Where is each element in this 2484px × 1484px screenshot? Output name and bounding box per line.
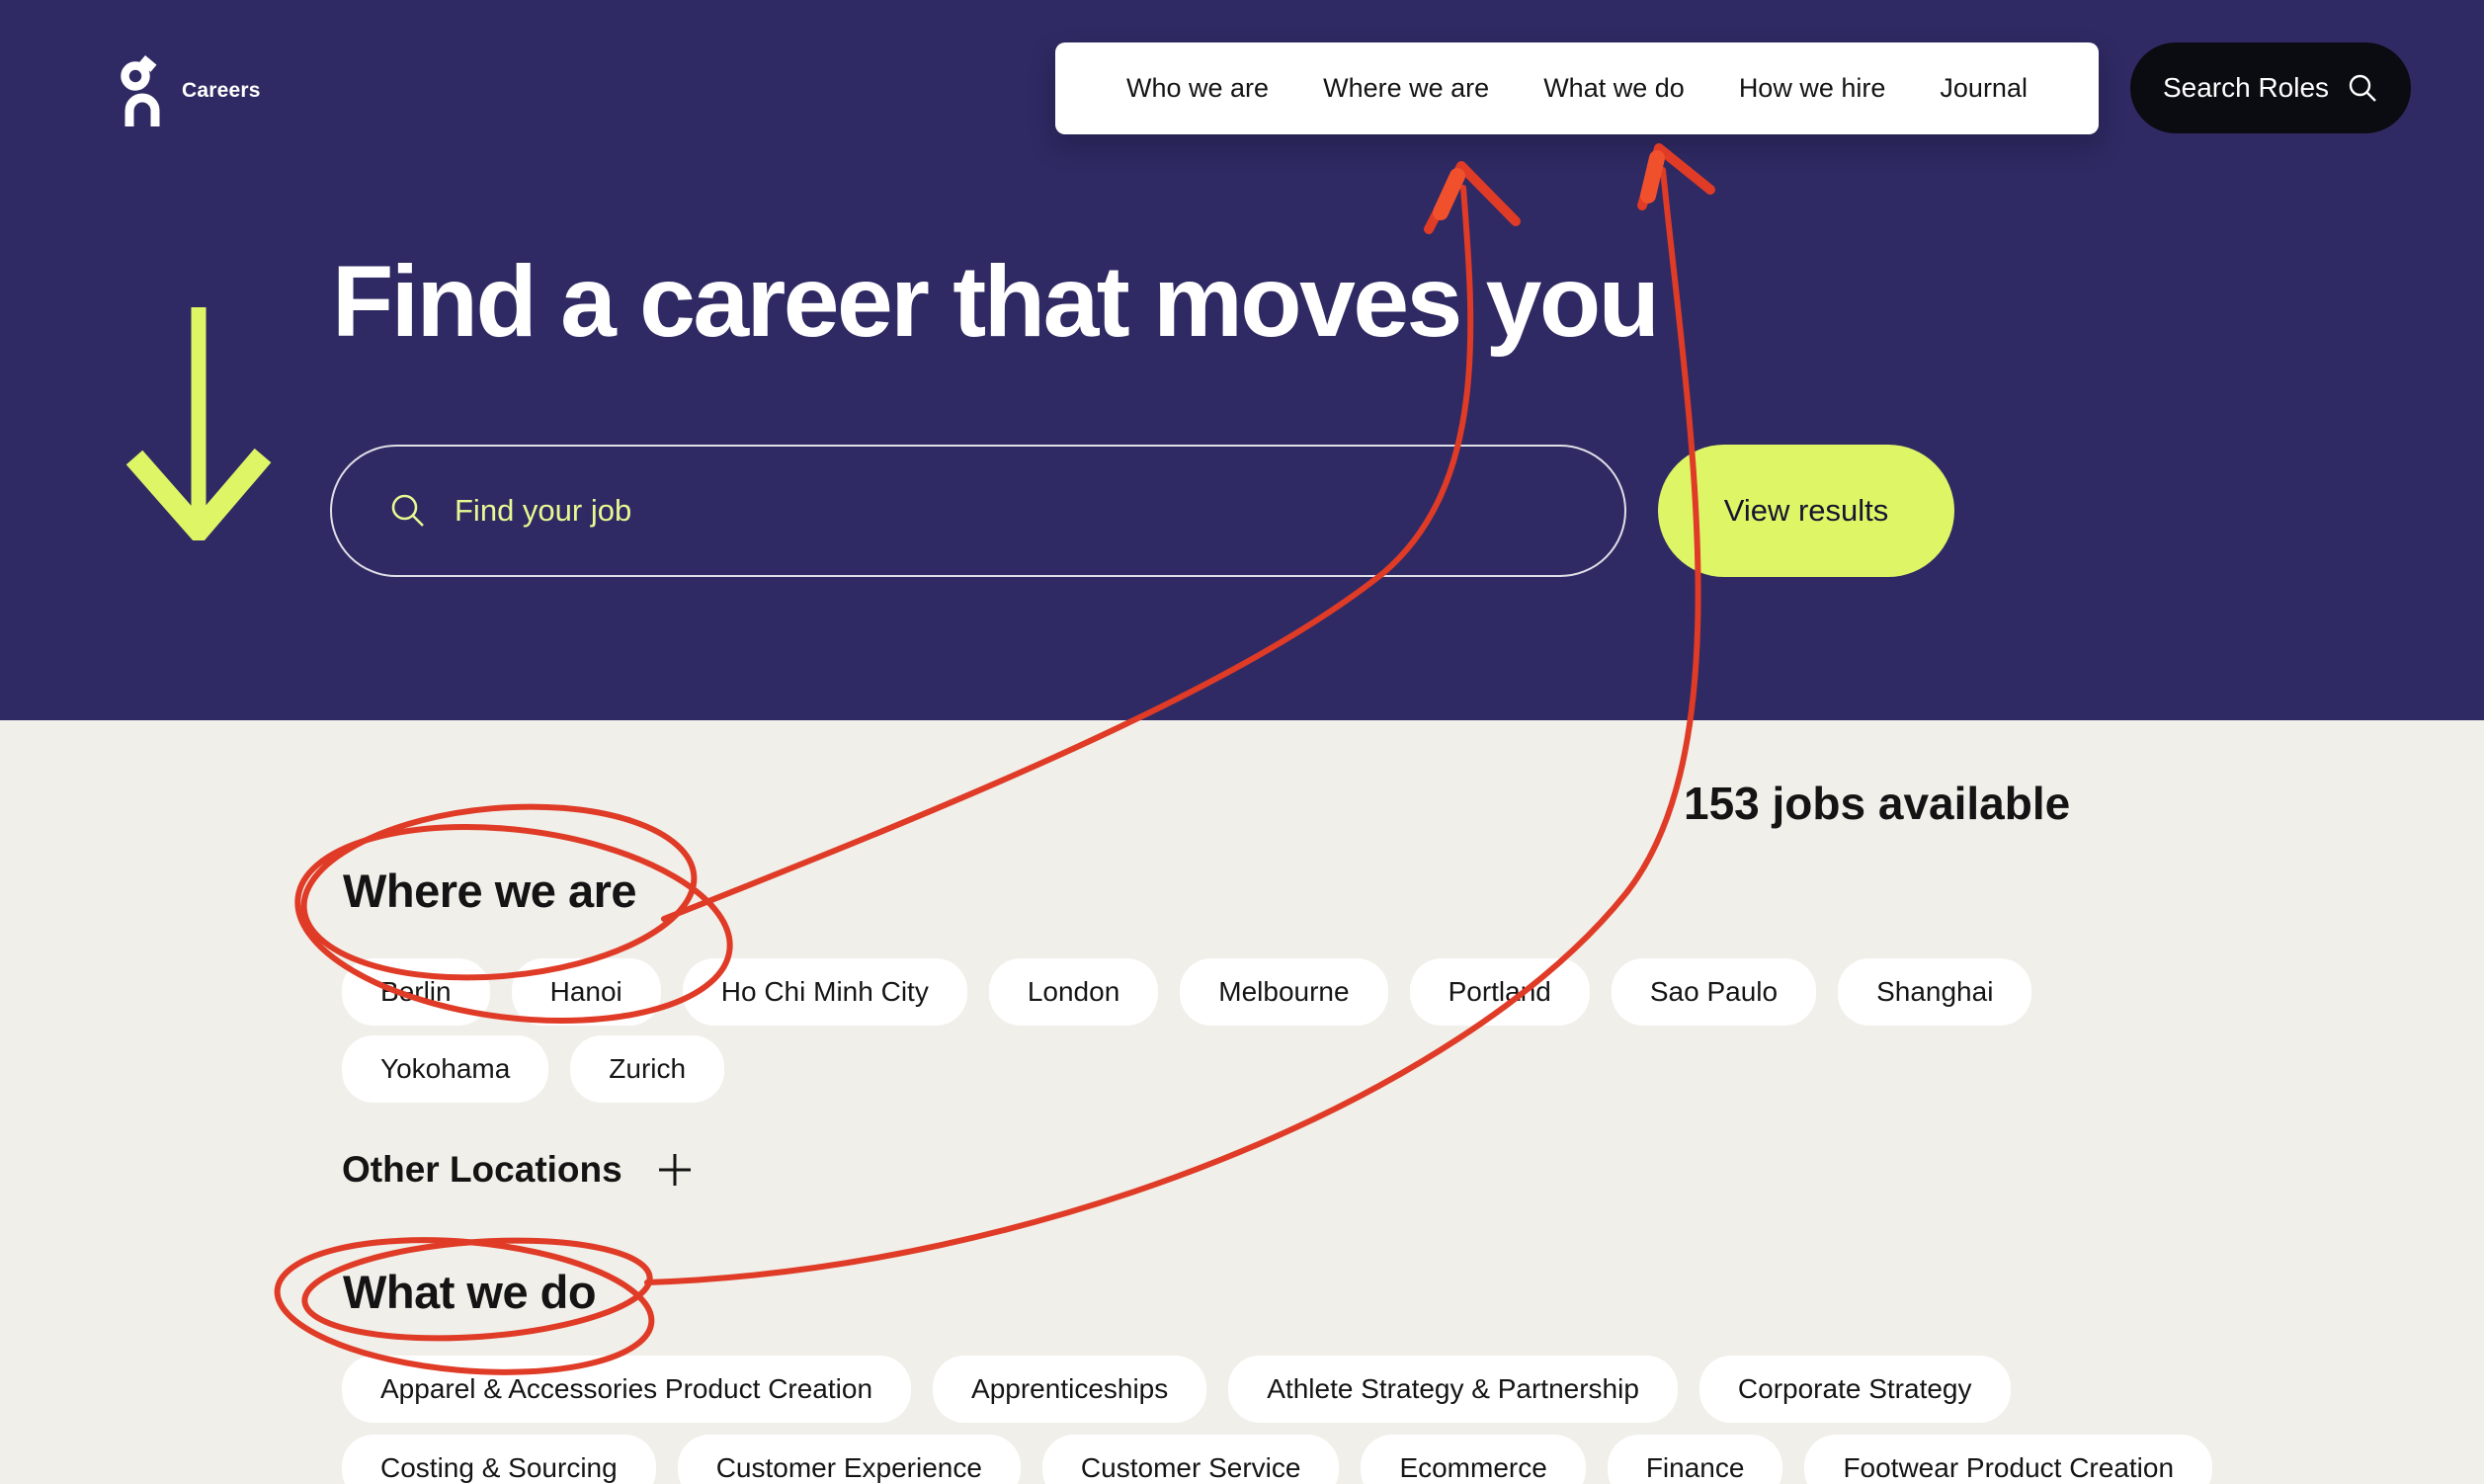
category-pill[interactable]: Customer Service — [1041, 1435, 1340, 1484]
location-pill-row: Yokohama Zurich — [342, 1035, 725, 1103]
plus-icon[interactable] — [658, 1153, 692, 1187]
nav-item[interactable]: Who we are — [1126, 73, 1270, 103]
location-pill[interactable]: Portland — [1409, 958, 1590, 1026]
category-pill[interactable]: Apparel & Accessories Product Creation — [342, 1356, 912, 1423]
search-icon — [389, 492, 427, 530]
search-roles-button[interactable]: Search Roles — [2130, 42, 2411, 133]
location-pill-row: Berlin Hanoi Ho Chi Minh City London Melbour… — [342, 958, 2032, 1026]
location-pill[interactable]: Yokohama — [342, 1035, 549, 1103]
category-pill[interactable]: Costing & Sourcing — [342, 1435, 656, 1484]
location-pill[interactable]: London — [988, 958, 1159, 1026]
jobs-available-count: 153 jobs available — [1684, 778, 2071, 829]
location-pill[interactable]: Berlin — [342, 958, 490, 1026]
category-pill[interactable]: Finance — [1607, 1435, 1783, 1484]
job-search-field[interactable] — [330, 445, 1626, 577]
page-title: Find a career that moves you — [332, 245, 1660, 358]
nav-item[interactable]: Where we are — [1323, 73, 1490, 103]
down-arrow-icon — [124, 299, 273, 547]
category-pill[interactable]: Footwear Product Creation — [1804, 1435, 2213, 1484]
location-pill[interactable]: Ho Chi Minh City — [682, 958, 967, 1026]
category-pill[interactable]: Ecommerce — [1361, 1435, 1586, 1484]
brand[interactable]: Careers — [121, 54, 261, 127]
view-results-button[interactable]: View results — [1658, 445, 1954, 577]
main-nav: Who we are Where we are What we do How we h… — [1055, 42, 2099, 134]
category-pill[interactable]: Apprenticeships — [933, 1356, 1207, 1423]
category-pill[interactable]: Athlete Strategy & Partnership — [1228, 1356, 1678, 1423]
what-we-do-heading: What we do — [343, 1266, 597, 1318]
nav-item[interactable]: Journal — [1940, 73, 2028, 103]
hero-banner: Careers Who we are Where we are What we do… — [0, 0, 2484, 720]
job-search-bar: View results — [330, 445, 1954, 577]
where-we-are-heading: Where we are — [343, 865, 637, 917]
job-search-input[interactable] — [455, 493, 1541, 529]
location-pill[interactable]: Hanoi — [511, 958, 661, 1026]
location-pill[interactable]: Zurich — [570, 1035, 725, 1103]
category-pill[interactable]: Corporate Strategy — [1698, 1356, 2011, 1423]
search-icon — [2347, 72, 2378, 104]
on-logo-icon — [121, 54, 166, 127]
location-pill[interactable]: Melbourne — [1180, 958, 1388, 1026]
nav-item[interactable]: How we hire — [1738, 73, 1886, 103]
location-pill[interactable]: Sao Paulo — [1611, 958, 1817, 1026]
nav-item[interactable]: What we do — [1543, 73, 1685, 103]
category-pill-row: Apparel & Accessories Product Creation Ap… — [342, 1356, 2011, 1423]
category-pill-row: Costing & Sourcing Customer Experience Cus… — [342, 1435, 2213, 1484]
other-locations-label: Other Locations — [342, 1149, 622, 1190]
location-pill[interactable]: Shanghai — [1838, 958, 2032, 1026]
brand-label: Careers — [182, 79, 261, 102]
filters-section: 153 jobs available Where we are Berlin Ha… — [0, 720, 2484, 1484]
other-locations-toggle[interactable]: Other Locations — [342, 1149, 692, 1191]
category-pill[interactable]: Customer Experience — [677, 1435, 1021, 1484]
search-roles-label: Search Roles — [2162, 72, 2330, 103]
